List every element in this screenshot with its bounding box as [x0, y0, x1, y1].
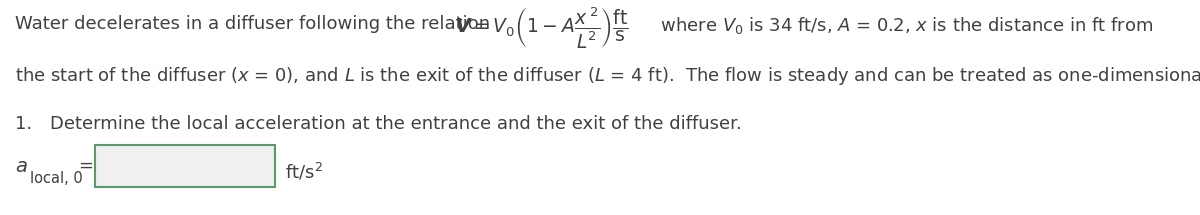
- Text: the start of the diffuser ($x$ = 0), and $L$ is the exit of the diffuser ($L$ = : the start of the diffuser ($x$ = 0), and…: [14, 65, 1200, 87]
- Text: $\boldsymbol{V} = \boldsymbol{V_0}\left(1 - A\dfrac{x^{\;2}}{L^2}\right)\dfrac{\: $\boldsymbol{V} = \boldsymbol{V_0}\left(…: [455, 5, 629, 50]
- Text: Determine the local acceleration at the entrance and the exit of the diffuser.: Determine the local acceleration at the …: [50, 115, 742, 133]
- Text: 0: 0: [107, 161, 119, 179]
- Text: $a$: $a$: [14, 157, 28, 176]
- Text: Water decelerates in a diffuser following the relation: Water decelerates in a diffuser followin…: [14, 15, 496, 33]
- Text: ft/s$^2$: ft/s$^2$: [286, 161, 323, 182]
- Text: where $V_0$ is 34 ft/s, $A$ = 0.2, $x$ is the distance in ft from: where $V_0$ is 34 ft/s, $A$ = 0.2, $x$ i…: [655, 15, 1153, 36]
- Text: =: =: [78, 157, 94, 175]
- Text: local, 0: local, 0: [30, 171, 83, 186]
- Text: 1.: 1.: [14, 115, 32, 133]
